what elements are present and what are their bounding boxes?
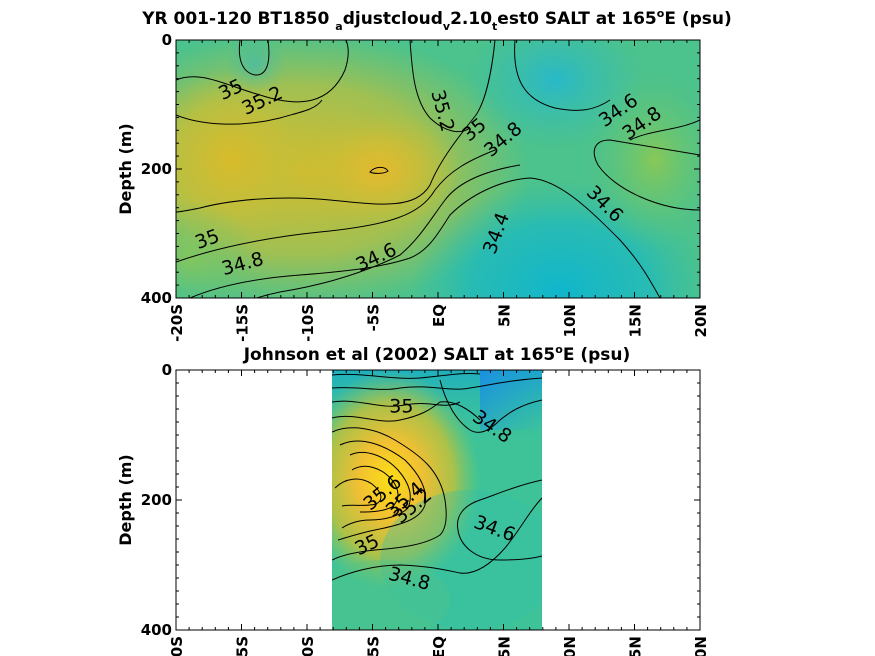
bottom-y-tick-label: 400: [141, 621, 172, 639]
top-y-tick-label: 400: [141, 289, 172, 307]
bottom-x-tick-label: 20N: [692, 636, 710, 656]
top-panel: YR 001-120 BT1850 adjustcloudv2.10test0 …: [116, 7, 732, 342]
top-y-axis-label: Depth (m): [116, 123, 135, 215]
bottom-y-tick-label: 0: [162, 361, 172, 379]
bottom-y-tick-label: 200: [141, 491, 172, 509]
bottom-panel: Johnson et al (2002) SALT at 165oE (psu): [116, 343, 710, 656]
top-y-tick-label: 200: [141, 160, 172, 178]
top-y-axis: 0 200 400: [141, 31, 700, 307]
top-chart-title: YR 001-120 BT1850 adjustcloudv2.10test0 …: [141, 7, 732, 33]
bottom-x-tick-label: -5S: [365, 636, 383, 656]
top-x-tick-label: 5N: [496, 304, 514, 327]
top-x-tick-label: 20N: [692, 304, 710, 337]
top-x-tick-label: -15S: [234, 304, 252, 342]
bottom-x-tick-label: 5N: [496, 636, 514, 656]
bottom-contours: [332, 373, 542, 581]
bottom-x-tick-label: 15N: [627, 636, 645, 656]
bottom-y-axis: 0 200 400: [141, 361, 700, 639]
top-x-tick-label: -5S: [365, 304, 383, 331]
bottom-x-tick-label: -15S: [234, 636, 252, 656]
top-y-tick-label: 0: [162, 31, 172, 49]
bottom-x-tick-label: EQ: [430, 636, 448, 656]
top-x-tick-label: -20S: [168, 304, 186, 342]
top-heatmap-field: [176, 40, 700, 298]
top-x-tick-label: 15N: [627, 304, 645, 337]
bottom-x-tick-label: -20S: [168, 636, 186, 656]
bottom-heatmap-field: [332, 370, 542, 630]
bottom-chart-title: Johnson et al (2002) SALT at 165oE (psu): [243, 343, 631, 365]
top-x-tick-label: 10N: [561, 304, 579, 337]
top-contours: [176, 40, 700, 298]
top-x-axis: -20S -15S -10S -5S EQ 5N 10N 15N 20N: [168, 40, 710, 342]
bottom-x-tick-label: 10N: [561, 636, 579, 656]
bottom-x-tick-label: -10S: [299, 636, 317, 656]
bottom-y-axis-label: Depth (m): [116, 454, 135, 546]
top-x-tick-label: -10S: [299, 304, 317, 342]
bottom-x-axis: -20S -15S -10S -5S EQ 5N 10N 15N 20N: [168, 370, 710, 656]
top-x-tick-label: EQ: [430, 304, 448, 327]
bottom-contour-label: 35: [389, 396, 413, 418]
